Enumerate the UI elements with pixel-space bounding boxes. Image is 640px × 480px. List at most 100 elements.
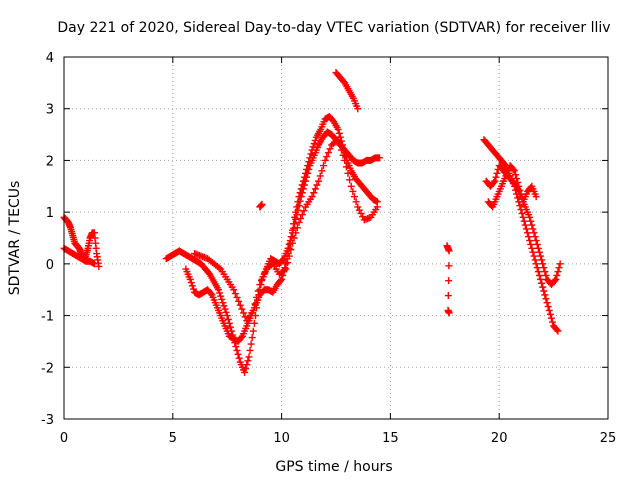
data-point — [532, 193, 540, 201]
data-point — [290, 220, 298, 228]
data-point — [303, 165, 311, 173]
data-point — [308, 146, 316, 154]
data-point — [522, 225, 530, 233]
data-point — [189, 285, 197, 293]
data-point — [95, 262, 103, 270]
data-point — [531, 256, 539, 264]
data-point — [218, 295, 226, 303]
data-point — [324, 149, 332, 157]
data-point — [357, 209, 365, 217]
data-point — [308, 193, 316, 201]
data-point — [298, 181, 306, 189]
data-point — [245, 353, 253, 361]
data-point — [90, 260, 98, 268]
data-point — [342, 163, 350, 171]
data-point — [510, 167, 518, 175]
data-point — [316, 172, 324, 180]
y-tick-label: -2 — [41, 361, 54, 376]
data-point — [240, 309, 248, 317]
data-point — [223, 312, 231, 320]
data-point — [492, 173, 500, 181]
data-point — [326, 145, 334, 153]
y-tick-label: 2 — [46, 154, 54, 169]
data-point — [552, 275, 560, 283]
x-tick-label: 10 — [273, 431, 290, 446]
data-point — [305, 158, 313, 166]
data-point — [188, 282, 196, 290]
data-point — [528, 221, 536, 229]
data-point — [222, 308, 230, 316]
data-point — [521, 221, 529, 229]
x-tick-label: 20 — [491, 431, 508, 446]
data-point — [544, 303, 552, 311]
data-point — [241, 313, 249, 321]
data-point — [253, 293, 261, 301]
data-point — [306, 154, 314, 162]
data-point — [214, 286, 222, 294]
data-point — [520, 217, 528, 225]
data-point — [292, 229, 300, 237]
data-point — [512, 171, 520, 179]
data-point — [532, 260, 540, 268]
data-point — [243, 361, 251, 369]
y-tick-label: 3 — [46, 103, 54, 118]
data-point — [535, 271, 543, 279]
data-point — [527, 240, 535, 248]
data-point — [532, 237, 540, 245]
data-point — [516, 186, 524, 194]
data-points — [60, 69, 564, 376]
data-point — [311, 136, 319, 144]
data-point — [445, 262, 453, 270]
data-point — [280, 266, 288, 274]
data-point — [344, 169, 352, 177]
data-point — [540, 264, 548, 272]
data-point — [513, 175, 521, 183]
data-point — [318, 167, 326, 175]
data-point — [445, 309, 453, 317]
plot-frame — [63, 56, 609, 420]
data-point — [307, 150, 315, 158]
data-point — [290, 234, 298, 242]
data-point — [217, 292, 225, 300]
y-tick-label: 0 — [46, 258, 54, 273]
data-point — [533, 240, 541, 248]
data-point — [333, 137, 341, 145]
data-point — [261, 269, 269, 277]
chart-title: Day 221 of 2020, Sidereal Day-to-day VTE… — [57, 20, 610, 36]
data-point — [284, 259, 292, 267]
data-point — [294, 198, 302, 206]
data-point — [553, 271, 561, 279]
data-point — [302, 169, 310, 177]
data-point — [491, 177, 499, 185]
data-point — [300, 207, 308, 215]
grid-lines — [64, 57, 608, 419]
data-point — [250, 319, 258, 327]
data-point — [542, 295, 550, 303]
data-point — [233, 293, 241, 301]
data-point — [373, 203, 381, 211]
data-point — [186, 275, 194, 283]
data-point — [315, 177, 323, 185]
y-tick-label: 1 — [46, 206, 54, 221]
data-point — [537, 275, 545, 283]
data-point — [535, 248, 543, 256]
data-point — [296, 189, 304, 197]
data-point — [299, 177, 307, 185]
data-point — [349, 187, 357, 195]
data-point — [295, 193, 303, 201]
data-point — [540, 287, 548, 295]
data-point — [215, 264, 223, 272]
x-tick-label: 0 — [60, 431, 68, 446]
data-point — [555, 264, 563, 272]
data-point — [553, 326, 561, 334]
data-point — [529, 225, 537, 233]
data-point — [545, 306, 553, 314]
data-point — [319, 162, 327, 170]
data-point — [226, 323, 234, 331]
data-point — [541, 291, 549, 299]
data-point — [547, 314, 555, 322]
data-point — [336, 141, 344, 149]
data-point — [285, 244, 293, 252]
data-point — [248, 334, 256, 342]
